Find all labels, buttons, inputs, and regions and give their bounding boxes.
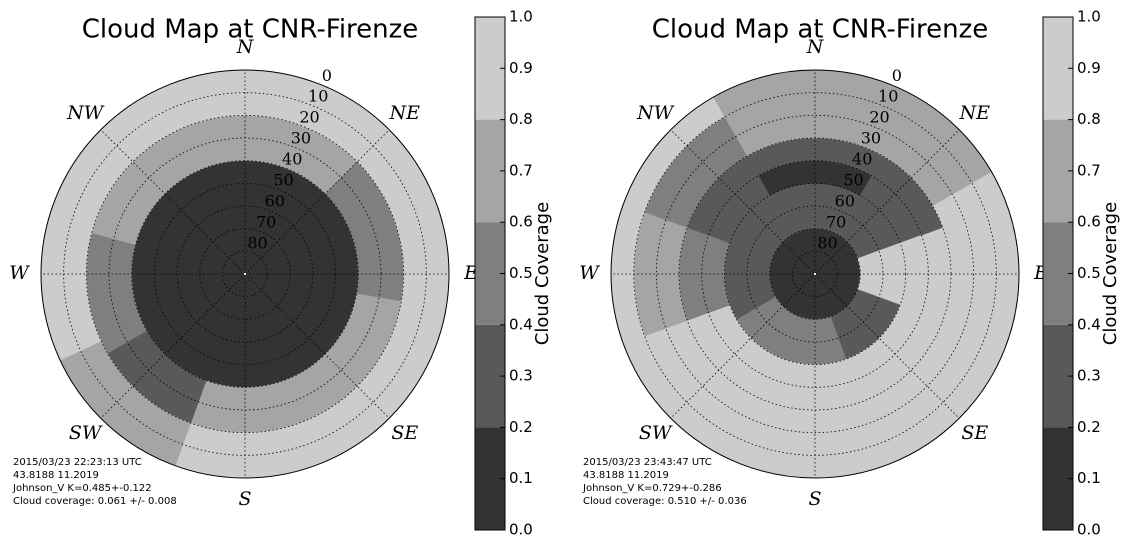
colorbar-tick-label: 0.8 <box>509 110 533 128</box>
colorbar-tick-label: 0.6 <box>1077 213 1101 231</box>
annotation: 43.8188 11.2019 <box>13 470 99 481</box>
plot-border <box>40 69 450 479</box>
colorbar-tick-label: 0.9 <box>1077 59 1101 77</box>
direction-label: NE <box>389 102 421 124</box>
colorbar-tick-label: 0.5 <box>509 264 533 282</box>
direction-label: S <box>808 488 821 510</box>
ring-label: 60 <box>265 191 285 210</box>
ring-label: 10 <box>878 87 898 106</box>
direction-label: W <box>9 262 30 284</box>
colorbar-tick-label: 0.1 <box>1077 469 1101 487</box>
colorbar-label: Cloud Coverage <box>1100 202 1121 345</box>
annotation: 2015/03/23 22:23:13 UTC <box>13 457 142 468</box>
ring-label: 60 <box>835 191 855 210</box>
ring-label: 20 <box>299 108 319 127</box>
colorbar-tick-label: 0.2 <box>509 418 533 436</box>
ring-label: 30 <box>861 129 881 148</box>
direction-label: W <box>579 262 600 284</box>
colorbar-tick-label: 0.2 <box>1077 418 1101 436</box>
colorbar-tick-label: 0.0 <box>509 521 533 537</box>
colorbar-tick-label: 0.3 <box>1077 367 1101 385</box>
colorbar-tick-label: 0.8 <box>1077 110 1101 128</box>
ring-grid <box>723 182 907 366</box>
colorbar-tick-label: 0.3 <box>509 367 533 385</box>
center-marker <box>243 272 247 276</box>
colorbar-tick-label: 0.9 <box>509 59 533 77</box>
ring-grid <box>85 114 405 434</box>
ring-label: 50 <box>843 170 863 189</box>
direction-label: SE <box>391 422 418 444</box>
colorbar-tick-label: 1.0 <box>509 8 533 26</box>
direction-label: SE <box>961 422 988 444</box>
ring-grid <box>655 114 975 434</box>
chart-title: Cloud Map at CNR-Firenze <box>82 15 419 45</box>
ring-label: 70 <box>256 212 276 231</box>
ring-label: 50 <box>273 170 293 189</box>
colorbar-tick-label: 0.0 <box>1077 521 1101 537</box>
center-marker <box>813 272 817 276</box>
direction-label: SW <box>69 422 103 444</box>
ring-label: 40 <box>852 150 872 169</box>
annotation: 43.8188 11.2019 <box>583 470 669 481</box>
ring-grid <box>153 182 337 366</box>
direction-label: N <box>236 36 255 58</box>
direction-label: E <box>463 262 478 284</box>
direction-label: NE <box>959 102 991 124</box>
colorbar-tick-label: 0.4 <box>509 315 533 333</box>
chart-title: Cloud Map at CNR-Firenze <box>652 15 989 45</box>
ring-label: 80 <box>247 233 267 252</box>
ring-label: 70 <box>826 212 846 231</box>
ring-grid <box>791 250 839 298</box>
ring-label: 40 <box>282 150 302 169</box>
ring-label: 80 <box>817 233 837 252</box>
colorbar-tick-label: 0.7 <box>1077 161 1101 179</box>
colorbar-tick-label: 0.1 <box>509 469 533 487</box>
colorbar-tick-label: 0.5 <box>1077 264 1101 282</box>
annotation: Cloud coverage: 0.061 +/- 0.008 <box>13 496 177 507</box>
ring-label: 20 <box>869 108 889 127</box>
annotation: Johnson_V K=0.729+-0.286 <box>582 483 722 494</box>
colorbar-tick-label: 1.0 <box>1077 8 1101 26</box>
direction-label: NW <box>636 102 675 124</box>
direction-label: S <box>238 488 251 510</box>
ring-label: 30 <box>291 129 311 148</box>
annotation: 2015/03/23 23:43:47 UTC <box>583 457 712 468</box>
ring-grid <box>221 250 269 298</box>
ring-label: 10 <box>308 87 328 106</box>
ring-label: 0 <box>892 66 902 85</box>
direction-label: SW <box>639 422 673 444</box>
colorbar-tick-label: 0.4 <box>1077 315 1101 333</box>
plot-border <box>610 69 1020 479</box>
colorbar-tick-label: 0.7 <box>509 161 533 179</box>
colorbar-label: Cloud Coverage <box>532 202 553 345</box>
annotation: Cloud coverage: 0.510 +/- 0.036 <box>583 496 747 507</box>
direction-label: NW <box>66 102 105 124</box>
annotation: Johnson_V K=0.485+-0.122 <box>12 483 152 494</box>
colorbar-tick-label: 0.6 <box>509 213 533 231</box>
ring-label: 0 <box>322 66 332 85</box>
direction-label: N <box>806 36 825 58</box>
